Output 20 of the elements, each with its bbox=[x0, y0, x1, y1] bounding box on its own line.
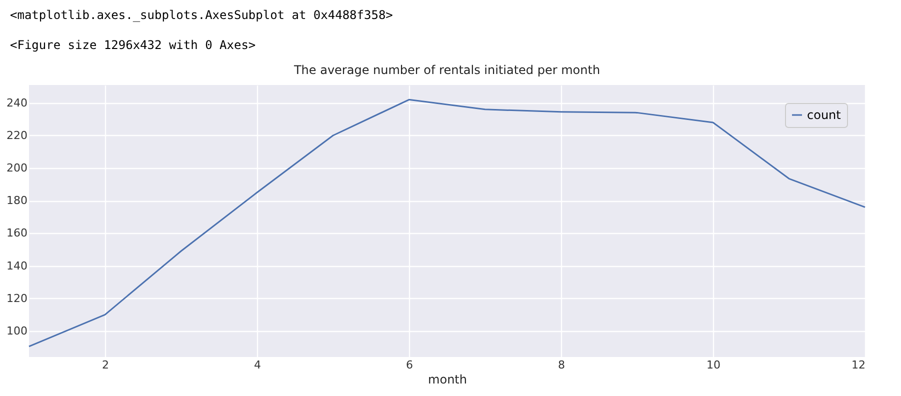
x-tick-label: 8 bbox=[558, 358, 565, 372]
x-axis-title: month bbox=[428, 372, 467, 386]
y-tick-label: 240 bbox=[6, 96, 28, 110]
legend-label: count bbox=[807, 108, 842, 122]
y-tick-label: 180 bbox=[6, 194, 28, 208]
y-tick-label: 100 bbox=[6, 324, 28, 338]
y-tick-label: 140 bbox=[6, 259, 28, 272]
y-tick-label: 160 bbox=[6, 226, 28, 240]
y-tick-label: 120 bbox=[6, 292, 28, 305]
x-tick-label: 4 bbox=[254, 358, 261, 372]
line-series bbox=[28, 98, 866, 348]
text: <matplotlib.axes._subplots.AxesSubplot at 0x4488f358> bbox=[9, 7, 394, 24]
x-tick-label: 6 bbox=[406, 358, 413, 372]
x-tick-label: 2 bbox=[102, 358, 109, 372]
y-tick-label: 200 bbox=[6, 162, 28, 175]
x-tick-label: 10 bbox=[706, 358, 720, 372]
chart-title: The average number of rentals initiated per month bbox=[292, 63, 600, 77]
x-tick-label: 12 bbox=[852, 358, 866, 372]
text: <Figure size 1296x432 with 0 Axes> bbox=[9, 37, 257, 54]
y-tick-label: 220 bbox=[6, 128, 28, 142]
